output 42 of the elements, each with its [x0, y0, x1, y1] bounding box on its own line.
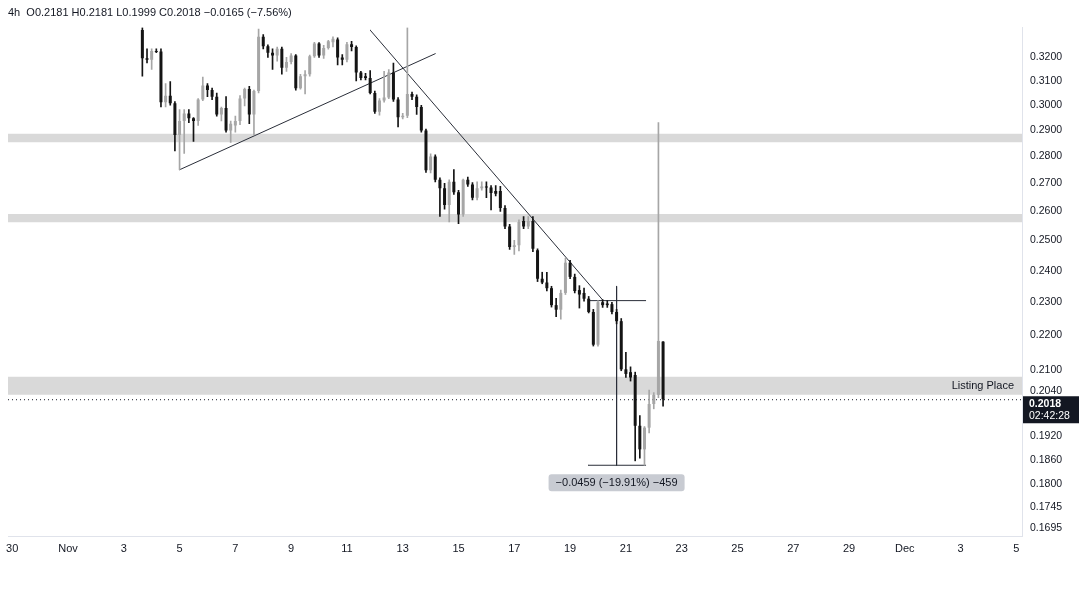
- x-tick-label: 17: [508, 541, 521, 554]
- y-tick-label: 0.2040: [1030, 384, 1063, 397]
- x-tick-label: Nov: [58, 541, 79, 554]
- y-tick-label: 0.1695: [1030, 521, 1063, 534]
- y-tick-label: 0.2100: [1030, 362, 1063, 375]
- y-tick-label: 0.2400: [1030, 263, 1063, 276]
- y-tick-label: 0.2600: [1030, 204, 1063, 217]
- x-tick-label: 3: [120, 541, 127, 554]
- x-tick-label: 19: [563, 541, 577, 554]
- y-tick-label: 0.3000: [1030, 98, 1063, 111]
- y-tick-label: 0.3100: [1030, 73, 1063, 86]
- y-tick-label: 0.2200: [1030, 328, 1063, 341]
- y-tick-label: 0.2700: [1030, 176, 1063, 189]
- x-tick-label: 7: [232, 541, 239, 554]
- x-tick-label: 21: [619, 541, 633, 554]
- x-tick-label: 23: [675, 541, 688, 554]
- y-tick-label: 0.1860: [1030, 452, 1063, 465]
- text: 02:42:28: [1029, 408, 1071, 421]
- x-tick-label: 15: [452, 541, 465, 554]
- y-tick-label: 0.1920: [1030, 429, 1063, 442]
- x-tick-label: 25: [731, 541, 744, 554]
- x-tick-label: 27: [787, 541, 800, 554]
- x-tick-label: 29: [842, 541, 856, 554]
- band-label: Listing Place: [951, 379, 1014, 392]
- x-tick-label: 30: [6, 541, 19, 554]
- x-tick-label: 5: [176, 541, 183, 554]
- y-tick-label: 0.2300: [1030, 295, 1063, 308]
- y-tick-label: 0.2500: [1030, 233, 1063, 246]
- ref-line-label: 0.2018: [1029, 396, 1062, 409]
- x-tick-label: 3: [957, 541, 964, 554]
- x-tick-label: Dec: [895, 541, 916, 554]
- annotation: −0.0459 (−19.91%) −459: [555, 476, 678, 489]
- chart-title: 4h O0.2181 H0.2181 L0.1999 C0.2018 −0.0165 (−7.56%): [8, 5, 292, 18]
- y-tick-label: 0.1800: [1030, 476, 1063, 489]
- x-tick-label: 9: [288, 541, 295, 554]
- x-tick-label: 5: [1013, 541, 1020, 554]
- x-tick-label: 11: [341, 541, 353, 554]
- y-tick-label: 0.3200: [1030, 50, 1063, 63]
- y-tick-label: 0.1745: [1030, 499, 1063, 512]
- x-tick-label: 13: [396, 541, 409, 554]
- y-tick-label: 0.2800: [1030, 149, 1063, 162]
- y-tick-label: 0.2900: [1030, 123, 1063, 136]
